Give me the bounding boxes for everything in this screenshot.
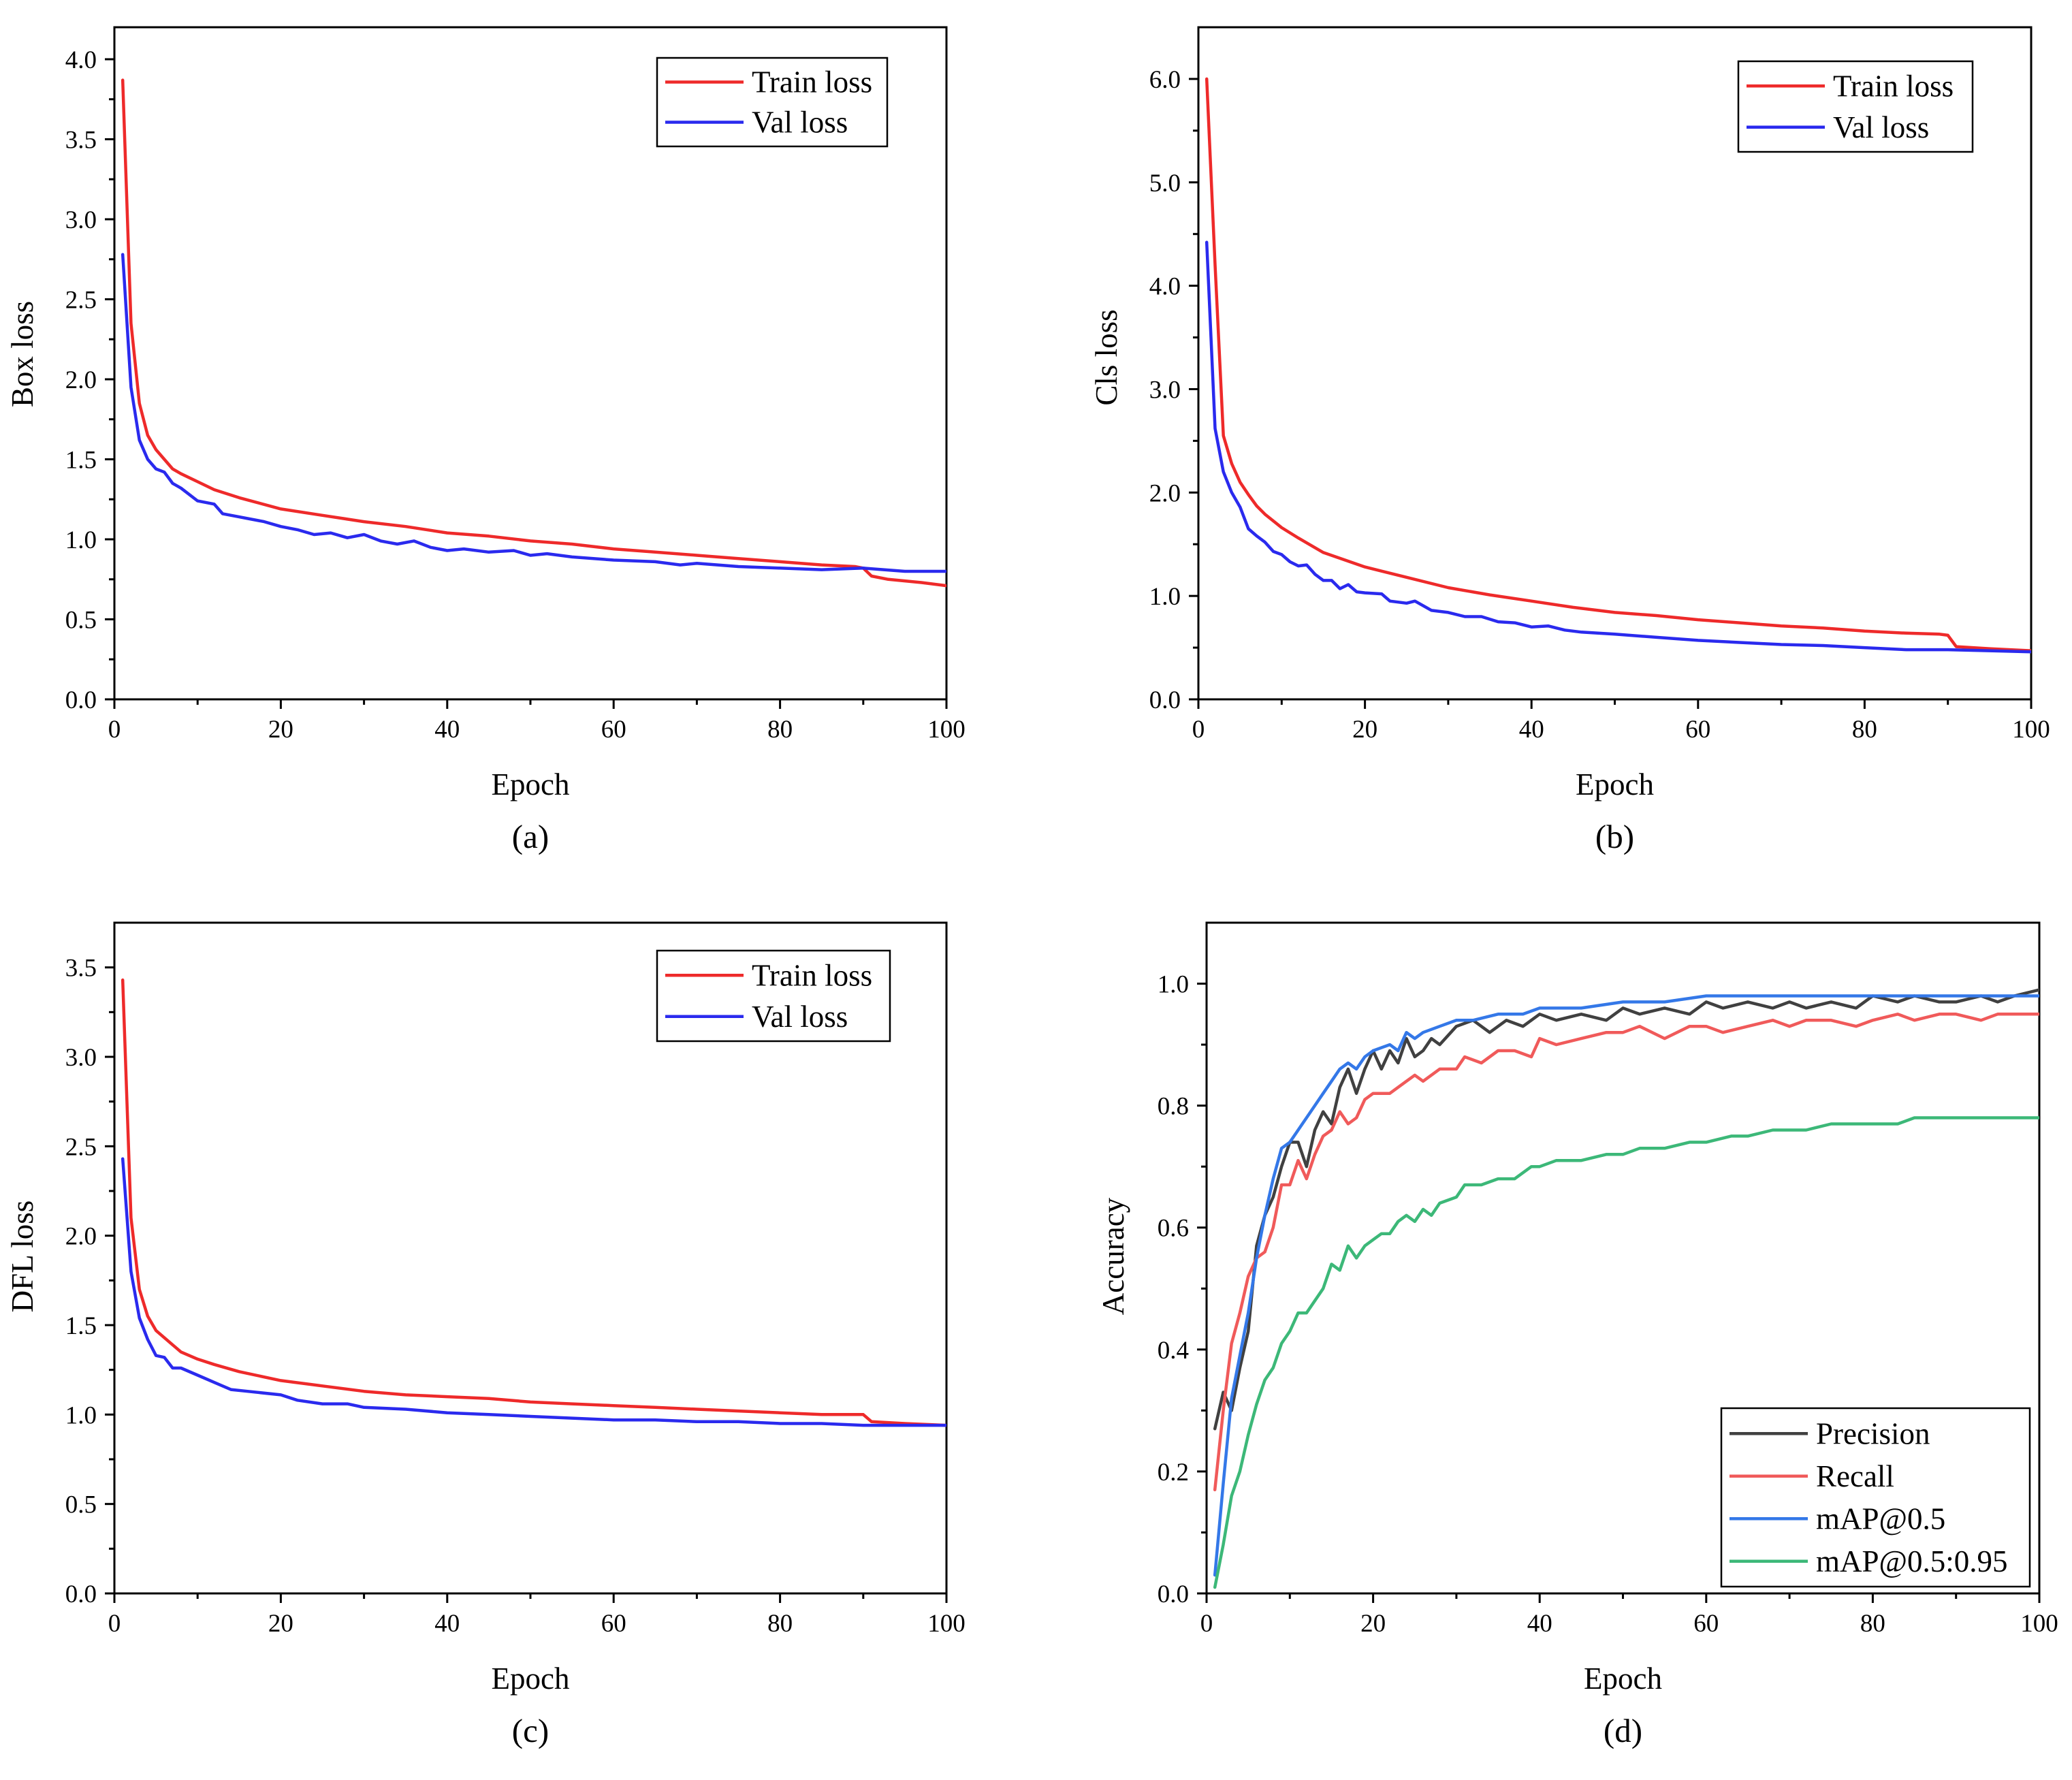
legend-label: Val loss bbox=[752, 106, 848, 140]
y-tick-label: 4.0 bbox=[65, 46, 97, 74]
y-axis-label: Cls loss bbox=[1089, 309, 1123, 405]
x-tick-label: 80 bbox=[767, 716, 793, 744]
panel-caption: (c) bbox=[512, 1712, 549, 1749]
y-tick-label: 2.5 bbox=[65, 287, 97, 315]
panel-caption: (a) bbox=[512, 818, 549, 855]
y-tick-label: 3.5 bbox=[65, 955, 97, 983]
y-tick-label: 0.4 bbox=[1158, 1337, 1189, 1365]
y-tick-label: 3.0 bbox=[65, 1044, 97, 1072]
x-axis-label: Epoch bbox=[492, 1662, 570, 1696]
y-tick-label: 1.5 bbox=[65, 447, 97, 475]
x-tick-label: 100 bbox=[927, 716, 966, 744]
series-line-val-loss bbox=[121, 1157, 946, 1427]
legend-label: Val loss bbox=[1833, 110, 1929, 144]
y-tick-label: 1.0 bbox=[65, 1401, 97, 1429]
x-tick-label: 40 bbox=[1527, 1610, 1552, 1638]
series-line-recall bbox=[1213, 1013, 2039, 1492]
y-tick-label: 0.0 bbox=[65, 1580, 97, 1608]
panel-caption: (b) bbox=[1595, 818, 1634, 855]
y-tick-label: 1.5 bbox=[65, 1312, 97, 1340]
y-tick-label: 0.6 bbox=[1158, 1215, 1189, 1243]
series-line-precision bbox=[1213, 988, 2039, 1431]
series-line-train-loss bbox=[121, 78, 946, 588]
y-tick-label: 3.5 bbox=[65, 127, 97, 155]
legend-box bbox=[656, 949, 891, 1043]
legend: Train loss Val loss bbox=[656, 949, 891, 1043]
x-tick-label: 60 bbox=[601, 1610, 626, 1638]
series-line-train-loss bbox=[1205, 77, 2031, 652]
y-tick-label: 0.2 bbox=[1158, 1459, 1189, 1487]
panel-caption: (d) bbox=[1604, 1712, 1642, 1749]
x-tick-label: 20 bbox=[1360, 1610, 1386, 1638]
legend-label: Val loss bbox=[752, 1000, 848, 1034]
x-tick-label: 20 bbox=[1352, 716, 1377, 744]
x-tick-label: 0 bbox=[1192, 716, 1205, 744]
x-tick-label: 0 bbox=[108, 716, 121, 744]
y-tick-label: 3.0 bbox=[1149, 376, 1181, 404]
legend: Train loss Val loss bbox=[656, 57, 889, 148]
series-line-train-loss bbox=[121, 978, 946, 1427]
x-tick-label: 0 bbox=[108, 1610, 121, 1638]
legend-label: mAP@0.5:0.95 bbox=[1816, 1544, 2007, 1578]
y-tick-label: 0.0 bbox=[1158, 1580, 1189, 1608]
y-tick-label: 2.0 bbox=[1149, 479, 1181, 507]
y-tick-label: 0.8 bbox=[1158, 1093, 1189, 1121]
y-tick-label: 2.0 bbox=[65, 1223, 97, 1251]
y-tick-label: 0.5 bbox=[65, 1491, 97, 1519]
x-tick-label: 60 bbox=[1693, 1610, 1719, 1638]
y-tick-label: 4.0 bbox=[1149, 273, 1181, 301]
y-axis-label: Accuracy bbox=[1096, 1197, 1130, 1315]
x-tick-label: 100 bbox=[2012, 716, 2050, 744]
legend-label: Train loss bbox=[1833, 69, 1954, 103]
series-line-val-loss bbox=[1205, 240, 2031, 654]
x-axis-label: Epoch bbox=[1584, 1662, 1662, 1696]
x-tick-label: 80 bbox=[1860, 1610, 1885, 1638]
chart-panel-d: 0 20 40 60 80 100 0.0 0.2 0.4 0.6 0.8 1.0 Epoch Accur… bbox=[1096, 921, 2058, 1749]
legend-label: Train loss bbox=[752, 65, 872, 99]
legend-box bbox=[656, 57, 889, 148]
y-axis-label: DFL loss bbox=[5, 1201, 39, 1313]
x-tick-label: 20 bbox=[268, 1610, 293, 1638]
legend-label: Precision bbox=[1816, 1416, 1930, 1450]
legend-label: Recall bbox=[1816, 1459, 1894, 1493]
y-tick-label: 1.0 bbox=[1158, 971, 1189, 999]
y-tick-label: 5.0 bbox=[1149, 170, 1181, 197]
y-tick-label: 0.5 bbox=[65, 607, 97, 635]
x-tick-label: 20 bbox=[268, 716, 293, 744]
x-tick-label: 100 bbox=[927, 1610, 966, 1638]
y-tick-label: 0.0 bbox=[1149, 686, 1181, 714]
x-tick-label: 40 bbox=[434, 716, 460, 744]
legend: Train loss Val loss bbox=[1737, 60, 1974, 153]
x-axis-label: Epoch bbox=[1576, 767, 1654, 801]
legend-label: mAP@0.5 bbox=[1816, 1501, 1945, 1536]
series-line-map-0-5 bbox=[1213, 994, 2039, 1577]
x-tick-label: 80 bbox=[1852, 716, 1877, 744]
x-tick-label: 60 bbox=[601, 716, 626, 744]
legend-box bbox=[1737, 60, 1974, 153]
y-tick-label: 0.0 bbox=[65, 686, 97, 714]
y-tick-label: 6.0 bbox=[1149, 66, 1181, 94]
x-tick-label: 80 bbox=[767, 1610, 793, 1638]
chart-panel-c: 0 20 40 60 80 100 0.0 0.5 1.0 1.5 2.0 2.5 3.0 3.5 Epoc… bbox=[5, 921, 966, 1749]
series-line-map-0-5-0-95 bbox=[1213, 1116, 2039, 1589]
y-tick-label: 2.5 bbox=[65, 1133, 97, 1161]
legend-box bbox=[1720, 1407, 2031, 1588]
y-tick-label: 1.0 bbox=[65, 526, 97, 554]
chart-panel-a: 0 20 40 60 80 100 0.0 0.5 1.0 1.5 2.0 2.5 3.0 3.5 4.0 E… bbox=[5, 26, 966, 855]
series-line-val-loss bbox=[121, 253, 946, 573]
x-tick-label: 0 bbox=[1200, 1610, 1213, 1638]
x-tick-label: 40 bbox=[1519, 716, 1544, 744]
x-tick-label: 100 bbox=[2020, 1610, 2058, 1638]
x-axis-label: Epoch bbox=[492, 767, 570, 801]
y-tick-label: 3.0 bbox=[65, 206, 97, 234]
y-tick-label: 2.0 bbox=[65, 366, 97, 394]
legend-label: Train loss bbox=[752, 958, 872, 992]
legend: Precision Recall mAP@0.5 mAP@0.5:0.95 bbox=[1720, 1407, 2031, 1588]
y-axis-label: Box loss bbox=[5, 301, 39, 407]
x-tick-label: 40 bbox=[434, 1610, 460, 1638]
chart-panel-b: 0 20 40 60 80 100 0.0 1.0 2.0 3.0 4.0 5.0 6.0 Epoch Cl… bbox=[1089, 26, 2050, 855]
x-tick-label: 60 bbox=[1685, 716, 1710, 744]
y-tick-label: 1.0 bbox=[1149, 583, 1181, 611]
